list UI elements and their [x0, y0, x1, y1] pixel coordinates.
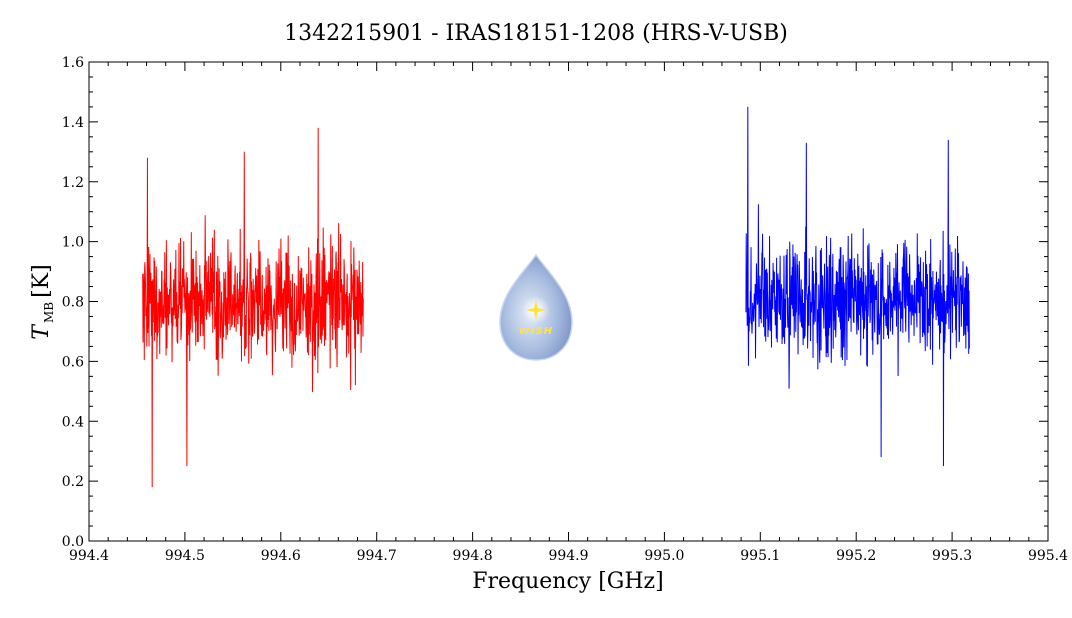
- y-tick-label: 1.4: [62, 115, 84, 131]
- x-tick-label: 994.8: [453, 548, 493, 564]
- y-tick-label: 0.2: [62, 474, 84, 490]
- x-tick-label: 994.6: [261, 548, 301, 564]
- x-axis-label: Frequency [GHz]: [472, 569, 664, 594]
- plot-area: [142, 106, 970, 488]
- wish-logo-text: WISH: [519, 326, 553, 337]
- y-axis-label: TMB [K]: [29, 264, 56, 339]
- axes: 994.4 994.5 994.6 994.7 994.8 994.9 995.0 995.1…: [62, 55, 1068, 564]
- x-tick-label: 994.7: [357, 548, 397, 564]
- series-line-2: [745, 106, 970, 467]
- y-tick-label: 0.8: [62, 295, 84, 311]
- x-tick-label: 995.1: [740, 548, 780, 564]
- y-axis-label-sub: MB: [42, 302, 56, 323]
- x-tick-label: 995.0: [644, 548, 684, 564]
- x-tick-label: 995.2: [836, 548, 876, 564]
- y-tick-label: 1.6: [62, 55, 84, 71]
- y-tick-label: 0.6: [62, 354, 84, 370]
- y-axis-label-unit: [K]: [29, 264, 54, 298]
- x-tick-label: 994.4: [69, 548, 109, 564]
- chart-title: 1342215901 - IRAS18151-1208 (HRS-V-USB): [284, 21, 788, 46]
- y-axis-label-main: T: [29, 323, 54, 340]
- y-tick-label: 0.4: [62, 414, 84, 430]
- y-tick-label: 0.0: [62, 534, 84, 550]
- x-tick-label: 995.4: [1028, 548, 1068, 564]
- x-tick-label: 994.5: [165, 548, 205, 564]
- x-tick-label: 995.3: [932, 548, 972, 564]
- wish-star-icon: [526, 300, 546, 320]
- x-tick-label: 994.9: [548, 548, 588, 564]
- y-tick-label: 1.2: [62, 175, 84, 191]
- wish-logo: WISH: [499, 253, 573, 361]
- y-tick-label: 1.0: [62, 235, 84, 251]
- series-line-1: [142, 127, 364, 488]
